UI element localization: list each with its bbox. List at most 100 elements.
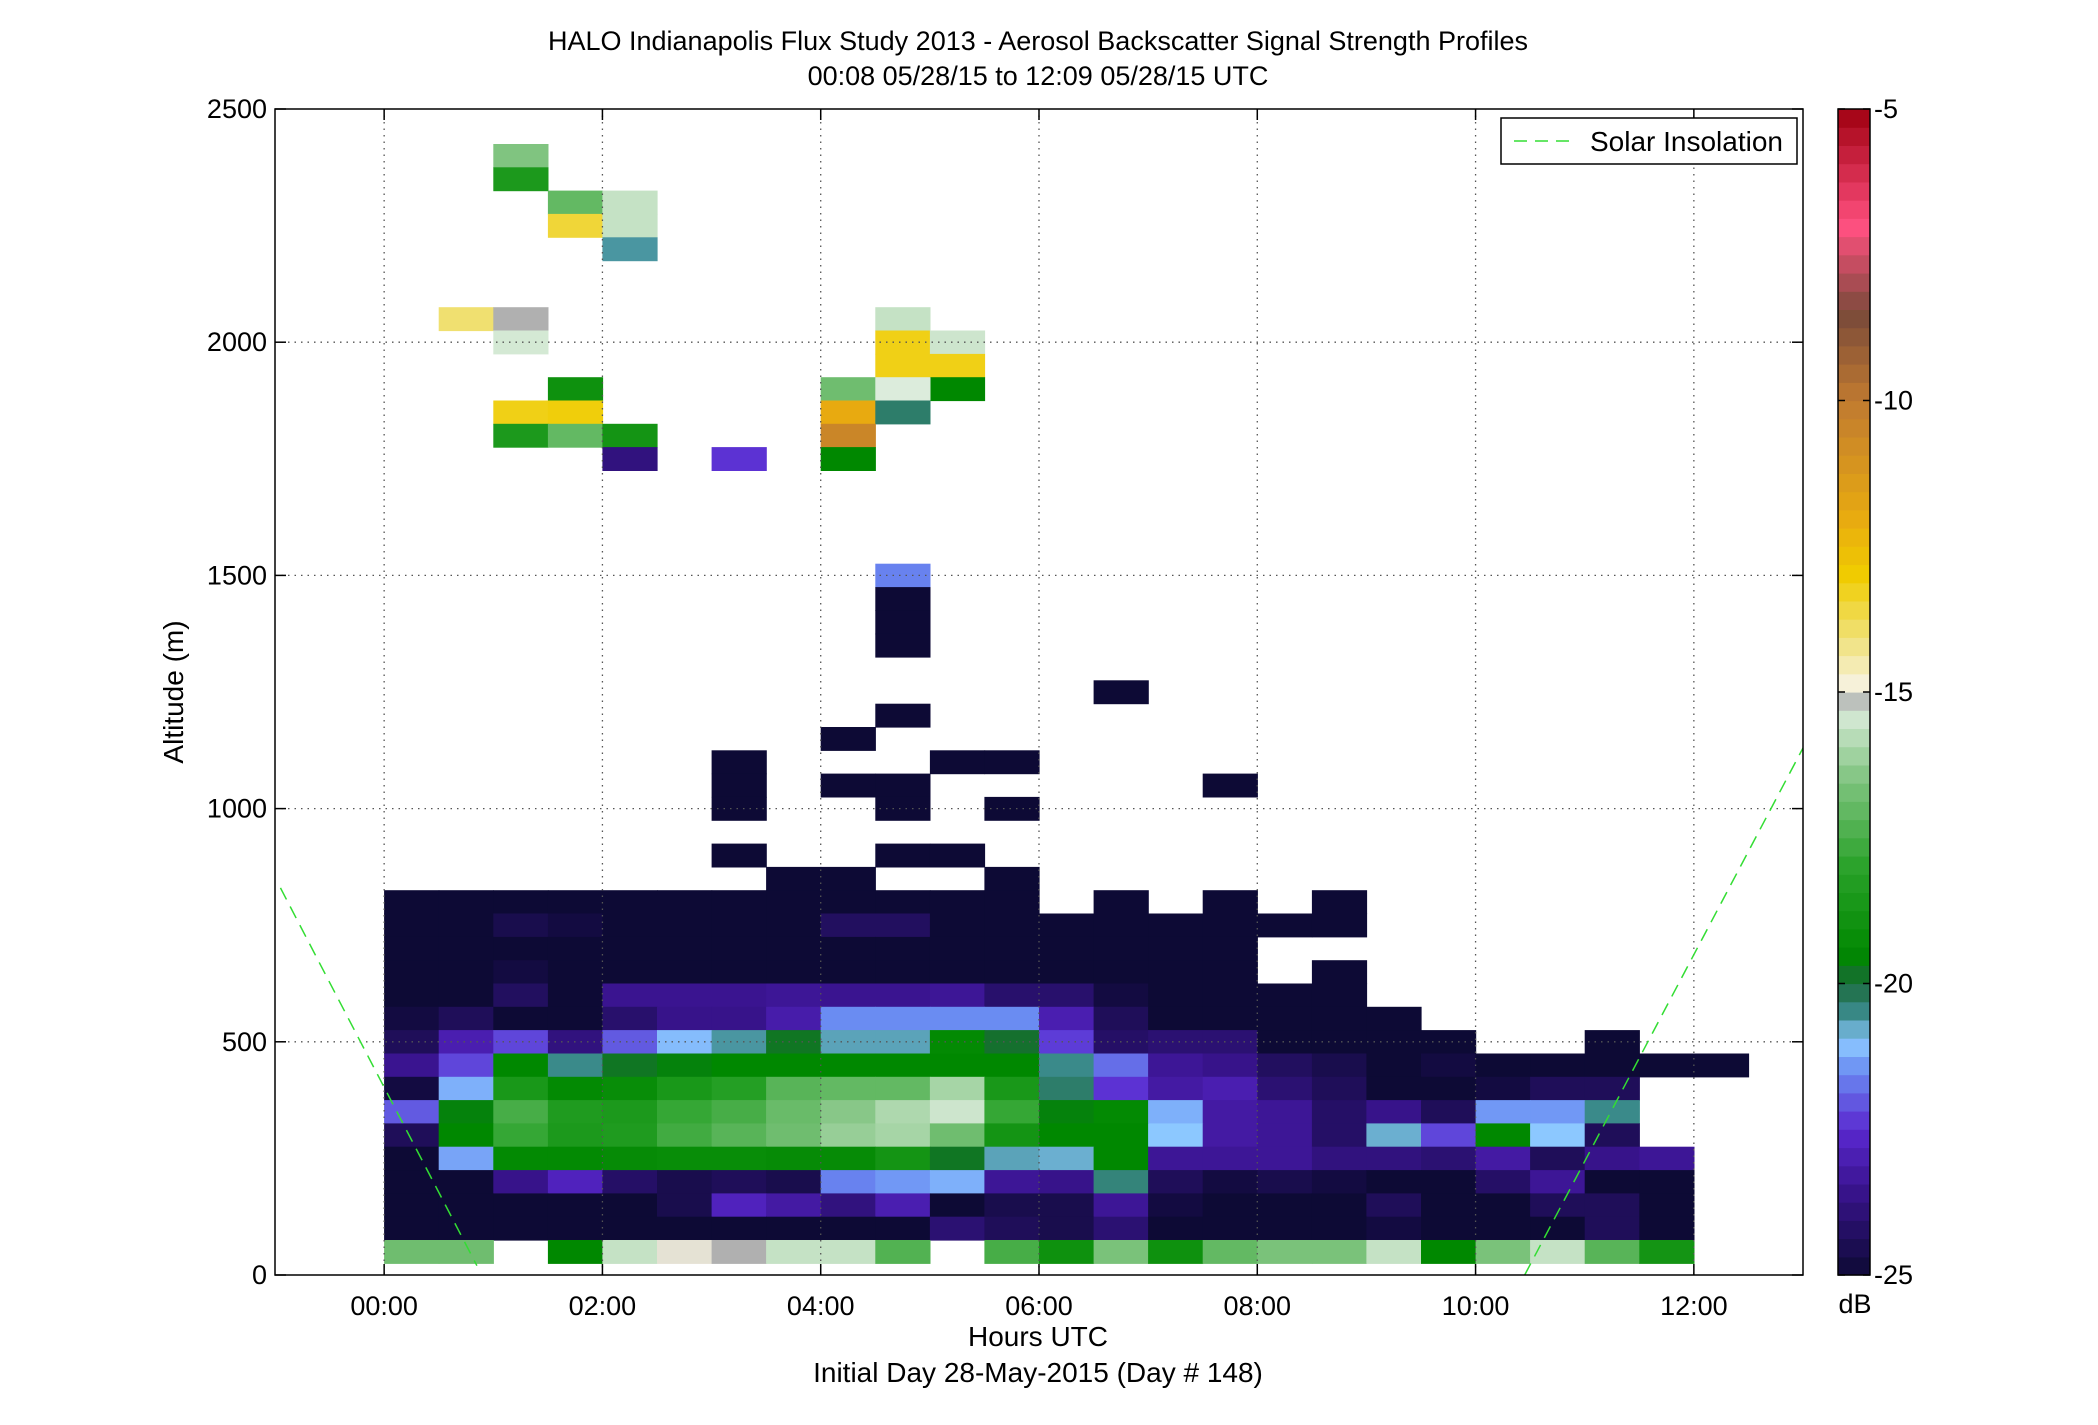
heatmap-cell — [984, 1240, 1040, 1264]
heatmap-cell — [602, 237, 658, 262]
heatmap-cell — [602, 913, 658, 938]
x-tick-label: 00:00 — [350, 1291, 418, 1321]
heatmap-cell — [875, 703, 931, 728]
heatmap-cell — [493, 330, 549, 355]
colorbar-band — [1838, 345, 1870, 365]
heatmap-cell — [766, 1053, 822, 1078]
legend-label-solar-insolation: Solar Insolation — [1590, 126, 1783, 157]
colorbar-band — [1838, 764, 1870, 784]
y-tick-label: 500 — [222, 1027, 267, 1057]
heatmap-cell — [657, 1100, 713, 1124]
heatmap-cell — [984, 936, 1040, 961]
heatmap-cell — [602, 190, 658, 215]
heatmap-cell — [1639, 1193, 1695, 1218]
heatmap-cell — [384, 1006, 440, 1031]
heatmap-cell — [547, 190, 604, 215]
colorbar-band — [1838, 254, 1870, 274]
heatmap-cell — [711, 843, 767, 868]
colorbar-band — [1838, 1056, 1870, 1076]
heatmap-cell — [1148, 1240, 1204, 1264]
heatmap-cell — [1475, 1240, 1531, 1264]
heatmap-cell — [657, 1170, 713, 1194]
heatmap-cell — [1148, 1170, 1204, 1194]
heatmap-cell — [1311, 913, 1368, 938]
heatmap-cell — [384, 1146, 440, 1171]
heatmap-cell — [602, 213, 658, 238]
heatmap-cell — [1202, 960, 1258, 985]
heatmap-cell — [1366, 1100, 1422, 1124]
heatmap-cell — [602, 936, 658, 961]
heatmap-cell — [1093, 1123, 1149, 1148]
heatmap-cell — [984, 1053, 1040, 1078]
heatmap-cell — [875, 1076, 931, 1101]
colorbar-band — [1838, 327, 1870, 347]
heatmap-cell — [1257, 1123, 1313, 1148]
heatmap-cell — [657, 1123, 713, 1148]
heatmap-cell — [711, 1123, 767, 1148]
heatmap-cell — [984, 1076, 1040, 1101]
heatmap-cell — [1257, 1240, 1313, 1264]
heatmap-cell — [875, 1123, 931, 1148]
heatmap-cell — [602, 1240, 658, 1264]
heatmap-cell — [711, 960, 767, 985]
heatmap-cell — [493, 1123, 549, 1148]
heatmap-cell — [820, 727, 876, 751]
heatmap-cell — [602, 1193, 658, 1218]
heatmap-cell — [602, 1053, 658, 1078]
heatmap-cell — [1148, 1053, 1204, 1078]
heatmap-cell — [602, 983, 658, 1008]
heatmap-cell — [384, 983, 440, 1008]
solar-insolation-line — [1524, 747, 1803, 1275]
heatmap-cell — [547, 1053, 604, 1078]
colorbar-tick-label: -5 — [1874, 94, 1898, 124]
colorbar-band — [1838, 1038, 1870, 1057]
heatmap-cell — [766, 1030, 822, 1054]
heatmap-cell — [657, 1076, 713, 1101]
colorbar-band — [1838, 145, 1870, 165]
heatmap-cell — [438, 983, 494, 1008]
heatmap-cell — [1093, 1146, 1149, 1171]
heatmap-cell — [875, 773, 931, 798]
heatmap-cell — [875, 587, 931, 611]
grid-lines — [275, 109, 1803, 1275]
heatmap-cell — [1093, 983, 1149, 1008]
heatmap-cell — [1584, 1030, 1640, 1054]
colorbar-band — [1838, 655, 1870, 675]
heatmap-cell — [493, 167, 549, 192]
heatmap-cell — [1421, 1146, 1477, 1171]
heatmap-cell — [384, 960, 440, 985]
heatmap-cell — [1530, 1053, 1586, 1078]
heatmap-cell — [929, 960, 986, 985]
heatmap-cell — [547, 213, 604, 238]
heatmap-cell — [875, 913, 931, 938]
heatmap-cell — [820, 377, 876, 402]
x-tick-label: 08:00 — [1223, 1291, 1291, 1321]
heatmap-cell — [711, 773, 767, 798]
y-tick-label: 1500 — [207, 560, 267, 590]
heatmap-cell — [1039, 1170, 1095, 1194]
heatmap-cell — [493, 144, 549, 168]
heatmap-cell — [602, 1030, 658, 1054]
heatmap-cell — [384, 1123, 440, 1148]
heatmap-cell — [1039, 936, 1095, 961]
heatmap-cell — [493, 890, 549, 915]
heatmap-cell — [657, 890, 713, 915]
heatmap-cell — [820, 423, 876, 448]
heatmap-cell — [820, 1006, 876, 1031]
heatmap-cell — [1584, 1240, 1640, 1264]
heatmap-cell — [875, 1170, 931, 1194]
heatmap-cell — [711, 750, 767, 775]
heatmap-cell — [438, 1076, 494, 1101]
heatmap-cell — [1257, 1170, 1313, 1194]
colorbar-band — [1838, 546, 1870, 566]
heatmap-cell — [820, 447, 876, 471]
colorbar-band — [1838, 218, 1870, 238]
heatmap-cell — [711, 1053, 767, 1078]
heatmap-cell — [438, 307, 494, 332]
heatmap-cell — [875, 307, 931, 332]
heatmap-cell — [984, 1100, 1040, 1124]
heatmap-cell — [547, 1146, 604, 1171]
heatmap-cell — [711, 1006, 767, 1031]
y-axis-label: Altitude (m) — [158, 620, 189, 763]
